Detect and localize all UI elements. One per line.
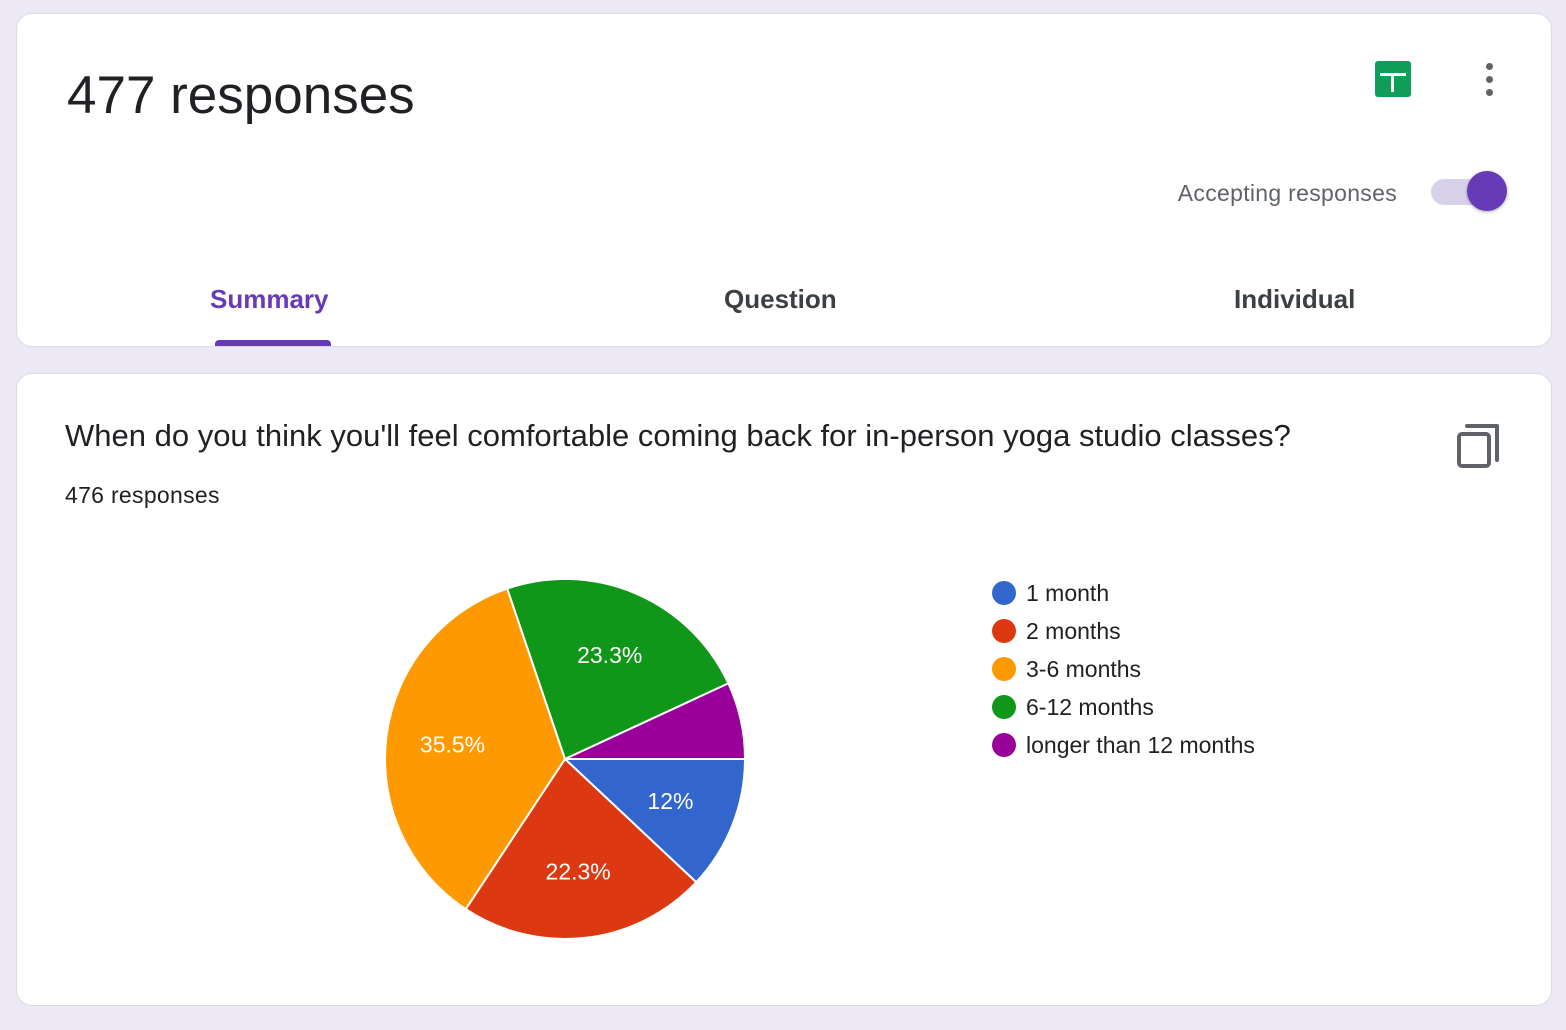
pie-slice-label-1: 12% xyxy=(647,788,693,814)
legend-item-3[interactable]: 3-6 months xyxy=(992,650,1255,688)
legend-item-2[interactable]: 2 months xyxy=(992,612,1255,650)
legend-swatch xyxy=(992,581,1016,605)
legend-swatch xyxy=(992,695,1016,719)
google-sheets-icon[interactable] xyxy=(1375,61,1411,97)
legend-label: 6-12 months xyxy=(1026,693,1154,720)
accepting-responses-label: Accepting responses xyxy=(1177,180,1397,206)
legend-swatch xyxy=(992,733,1016,757)
pie-slice-5[interactable] xyxy=(564,682,747,760)
legend-label: longer than 12 months xyxy=(1026,731,1255,758)
chart-legend: 1 month 2 months 3-6 months 6-12 months long… xyxy=(992,574,1255,764)
toggle-thumb xyxy=(1467,171,1507,211)
pie-slice-label-4: 23.3% xyxy=(577,642,642,668)
copy-icon[interactable] xyxy=(1453,420,1505,472)
legend-swatch xyxy=(992,657,1016,681)
pie-slice-label-3: 35.5% xyxy=(420,731,485,757)
legend-label: 2 months xyxy=(1026,617,1121,644)
pie-chart: 12% 22.3% 35.5% 23.3% xyxy=(384,578,747,940)
legend-item-4[interactable]: 6-12 months xyxy=(992,688,1255,726)
legend-item-5[interactable]: longer than 12 months xyxy=(992,726,1255,764)
legend-label: 1 month xyxy=(1026,579,1110,606)
pie-slice-4[interactable] xyxy=(505,578,730,761)
responses-header-card: 477 responses Accepting responses Summar… xyxy=(16,13,1552,347)
question-summary-card: When do you think you'll feel comfortabl… xyxy=(16,373,1552,1006)
legend-label: 3-6 months xyxy=(1026,655,1142,682)
accepting-responses-toggle[interactable] xyxy=(1431,171,1507,215)
tab-individual[interactable]: Individual xyxy=(1234,284,1356,314)
question-response-count: 476 responses xyxy=(65,482,220,508)
pie-slice-1[interactable] xyxy=(562,758,747,884)
tab-summary[interactable]: Summary xyxy=(210,284,329,314)
question-title: When do you think you'll feel comfortabl… xyxy=(65,418,1291,453)
page-title: 477 responses xyxy=(67,66,415,125)
pie-slice-2[interactable] xyxy=(464,757,698,940)
pie-slice-label-2: 22.3% xyxy=(546,859,611,885)
tab-question[interactable]: Question xyxy=(724,284,837,314)
more-vert-icon[interactable] xyxy=(1473,58,1505,102)
legend-item-1[interactable]: 1 month xyxy=(992,574,1255,612)
pie-slice-3[interactable] xyxy=(384,587,567,911)
legend-swatch xyxy=(992,619,1016,643)
active-tab-indicator xyxy=(215,340,331,346)
